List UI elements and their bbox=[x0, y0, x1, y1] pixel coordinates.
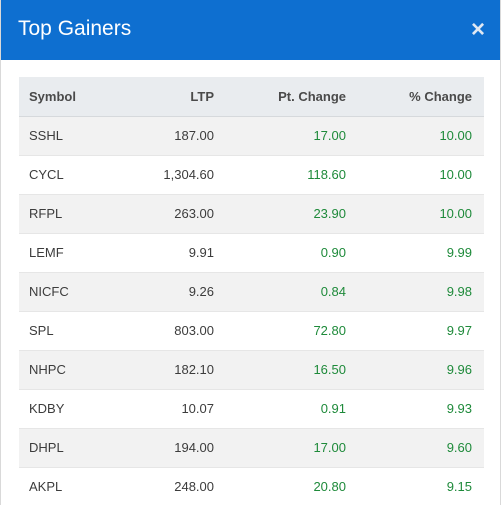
table-row[interactable]: LEMF 9.91 0.90 9.99 bbox=[19, 233, 484, 273]
pt-change-cell: 17.00 bbox=[226, 428, 358, 468]
ltp-cell: 10.07 bbox=[119, 389, 226, 429]
pct-change-cell: 10.00 bbox=[358, 116, 484, 156]
pt-change-cell: 20.80 bbox=[226, 467, 358, 505]
table-header-row: Symbol LTP Pt. Change % Change bbox=[19, 77, 484, 117]
symbol-cell[interactable]: RFPL bbox=[19, 194, 119, 234]
symbol-cell[interactable]: SPL bbox=[19, 311, 119, 351]
ltp-cell: 182.10 bbox=[119, 350, 226, 390]
modal-header: Top Gainers × bbox=[1, 0, 500, 60]
pt-change-cell: 17.00 bbox=[226, 116, 358, 156]
table-row[interactable]: SSHL 187.00 17.00 10.00 bbox=[19, 116, 484, 156]
symbol-cell[interactable]: NHPC bbox=[19, 350, 119, 390]
pt-change-cell: 16.50 bbox=[226, 350, 358, 390]
ltp-cell: 9.26 bbox=[119, 272, 226, 312]
pct-change-cell: 9.98 bbox=[358, 272, 484, 312]
pt-change-cell: 0.84 bbox=[226, 272, 358, 312]
symbol-cell[interactable]: LEMF bbox=[19, 233, 119, 273]
ltp-cell: 248.00 bbox=[119, 467, 226, 505]
pt-change-cell: 0.91 bbox=[226, 389, 358, 429]
pt-change-cell: 72.80 bbox=[226, 311, 358, 351]
ltp-cell: 187.00 bbox=[119, 116, 226, 156]
symbol-cell[interactable]: AKPL bbox=[19, 467, 119, 505]
pt-change-cell: 23.90 bbox=[226, 194, 358, 234]
ltp-cell: 9.91 bbox=[119, 233, 226, 273]
pt-change-cell: 118.60 bbox=[226, 155, 358, 195]
symbol-cell[interactable]: KDBY bbox=[19, 389, 119, 429]
ltp-cell: 194.00 bbox=[119, 428, 226, 468]
pct-change-cell: 9.15 bbox=[358, 467, 484, 505]
table-row[interactable]: NHPC 182.10 16.50 9.96 bbox=[19, 350, 484, 390]
pct-change-cell: 9.60 bbox=[358, 428, 484, 468]
pt-change-cell: 0.90 bbox=[226, 233, 358, 273]
pct-change-cell: 9.96 bbox=[358, 350, 484, 390]
column-header-pct-change[interactable]: % Change bbox=[358, 77, 484, 117]
gainers-table: Symbol LTP Pt. Change % Change SSHL 187.0… bbox=[19, 77, 484, 505]
column-header-pt-change[interactable]: Pt. Change bbox=[226, 77, 358, 117]
column-header-ltp[interactable]: LTP bbox=[119, 77, 226, 117]
ltp-cell: 803.00 bbox=[119, 311, 226, 351]
symbol-cell[interactable]: SSHL bbox=[19, 116, 119, 156]
table-row[interactable]: RFPL 263.00 23.90 10.00 bbox=[19, 194, 484, 234]
column-header-symbol[interactable]: Symbol bbox=[19, 77, 119, 117]
symbol-cell[interactable]: DHPL bbox=[19, 428, 119, 468]
pct-change-cell: 9.93 bbox=[358, 389, 484, 429]
close-button[interactable]: × bbox=[470, 16, 485, 43]
pct-change-cell: 10.00 bbox=[358, 194, 484, 234]
table-row[interactable]: KDBY 10.07 0.91 9.93 bbox=[19, 389, 484, 429]
table-row[interactable]: AKPL 248.00 20.80 9.15 bbox=[19, 467, 484, 505]
pct-change-cell: 10.00 bbox=[358, 155, 484, 195]
gainers-table-container: Symbol LTP Pt. Change % Change SSHL 187.0… bbox=[19, 77, 484, 505]
pct-change-cell: 9.97 bbox=[358, 311, 484, 351]
symbol-cell[interactable]: NICFC bbox=[19, 272, 119, 312]
ltp-cell: 1,304.60 bbox=[119, 155, 226, 195]
modal-title: Top Gainers bbox=[18, 17, 132, 40]
table-row[interactable]: CYCL 1,304.60 118.60 10.00 bbox=[19, 155, 484, 195]
ltp-cell: 263.00 bbox=[119, 194, 226, 234]
table-row[interactable]: NICFC 9.26 0.84 9.98 bbox=[19, 272, 484, 312]
table-row[interactable]: SPL 803.00 72.80 9.97 bbox=[19, 311, 484, 351]
table-row[interactable]: DHPL 194.00 17.00 9.60 bbox=[19, 428, 484, 468]
symbol-cell[interactable]: CYCL bbox=[19, 155, 119, 195]
pct-change-cell: 9.99 bbox=[358, 233, 484, 273]
